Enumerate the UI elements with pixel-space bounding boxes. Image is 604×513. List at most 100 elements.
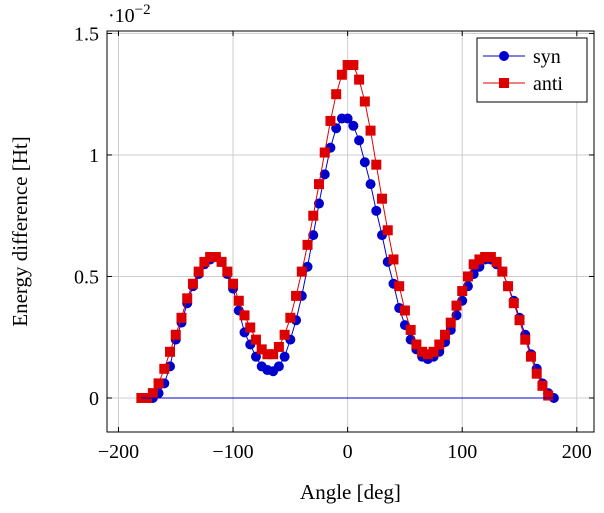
- data-point: [279, 351, 290, 362]
- data-point: [434, 339, 445, 350]
- data-point: [336, 69, 347, 80]
- data-point: [250, 334, 261, 345]
- data-point: [262, 349, 273, 360]
- data-point: [491, 256, 502, 267]
- data-point: [445, 317, 456, 328]
- data-point: [182, 293, 193, 304]
- data-point: [365, 179, 376, 190]
- data-point: [359, 96, 370, 107]
- data-point: [342, 60, 353, 71]
- data-point: [514, 315, 525, 326]
- legend-label: anti: [533, 73, 563, 95]
- data-point: [503, 281, 514, 292]
- data-point: [296, 266, 307, 277]
- ticks: −200 −100 0 100 200 0 0.5 1 1.5: [74, 23, 594, 463]
- y-tick-label: 0: [89, 388, 99, 410]
- data-point: [216, 256, 227, 267]
- data-point: [319, 147, 330, 158]
- data-point: [422, 349, 433, 360]
- data-point: [205, 252, 216, 263]
- data-point: [245, 322, 256, 333]
- legend-box: [476, 37, 588, 103]
- data-point: [285, 312, 296, 323]
- data-point: [462, 271, 473, 282]
- data-point: [525, 351, 536, 362]
- data-point: [199, 256, 210, 267]
- x-tick-label: 200: [562, 441, 592, 463]
- legend-item-anti: anti: [483, 73, 563, 95]
- data-point: [354, 135, 365, 146]
- data-point: [165, 346, 176, 357]
- data-point: [319, 169, 330, 180]
- data-point: [228, 278, 239, 289]
- y-scale-base: ·10: [108, 5, 135, 27]
- data-point: [233, 295, 244, 306]
- legend-marker: [499, 51, 509, 61]
- series-layer: [136, 60, 559, 403]
- y-scale-label: ·10−2: [108, 2, 151, 27]
- data-point: [520, 334, 531, 345]
- data-point: [377, 193, 388, 204]
- plot-frame: [106, 30, 595, 433]
- data-point: [268, 349, 279, 360]
- data-point: [480, 252, 491, 263]
- data-point: [388, 254, 399, 265]
- data-point: [159, 363, 170, 374]
- data-point: [405, 324, 416, 335]
- data-point: [365, 125, 376, 136]
- data-point: [222, 266, 233, 277]
- data-point: [359, 157, 370, 168]
- data-point: [291, 290, 302, 301]
- data-point: [279, 329, 290, 340]
- data-point: [256, 344, 267, 355]
- data-point: [187, 278, 198, 289]
- x-tick-label: 100: [447, 441, 477, 463]
- data-point: [308, 230, 319, 241]
- data-point: [399, 305, 410, 316]
- data-point: [348, 120, 359, 131]
- data-point: [417, 346, 428, 357]
- data-point: [342, 113, 353, 124]
- data-point: [543, 390, 554, 401]
- data-point: [147, 388, 158, 399]
- data-point: [468, 259, 479, 270]
- x-tick-label: −200: [98, 441, 139, 463]
- y-tick-label: 0.5: [74, 266, 99, 288]
- data-point: [170, 329, 181, 340]
- data-point: [428, 346, 439, 357]
- data-point: [537, 380, 548, 391]
- data-point: [313, 179, 324, 190]
- data-point: [273, 361, 284, 372]
- data-point: [308, 210, 319, 221]
- data-point: [531, 368, 542, 379]
- data-point: [331, 89, 342, 100]
- x-axis-label: Angle [deg]: [300, 480, 401, 504]
- data-point: [497, 266, 508, 277]
- y-tick-label: 1.5: [74, 23, 99, 45]
- data-point: [451, 300, 462, 311]
- data-point: [239, 310, 250, 321]
- data-point: [382, 225, 393, 236]
- data-point: [508, 298, 519, 309]
- data-point: [354, 74, 365, 85]
- data-point: [394, 281, 405, 292]
- data-point: [210, 252, 221, 263]
- data-point: [485, 252, 496, 263]
- data-point: [193, 266, 204, 277]
- x-tick-label: −100: [212, 441, 253, 463]
- y-tick-label: 1: [89, 145, 99, 167]
- data-point: [348, 60, 359, 71]
- data-point: [302, 239, 313, 250]
- data-point: [474, 254, 485, 265]
- data-point: [313, 198, 324, 209]
- data-point: [176, 312, 187, 323]
- data-point: [440, 329, 451, 340]
- legend-item-syn: syn: [483, 46, 561, 68]
- data-point: [371, 205, 382, 216]
- data-point: [153, 378, 164, 389]
- x-tick-label: 0: [343, 441, 353, 463]
- data-point: [273, 341, 284, 352]
- legend: syn anti: [476, 37, 588, 103]
- data-point: [457, 286, 468, 297]
